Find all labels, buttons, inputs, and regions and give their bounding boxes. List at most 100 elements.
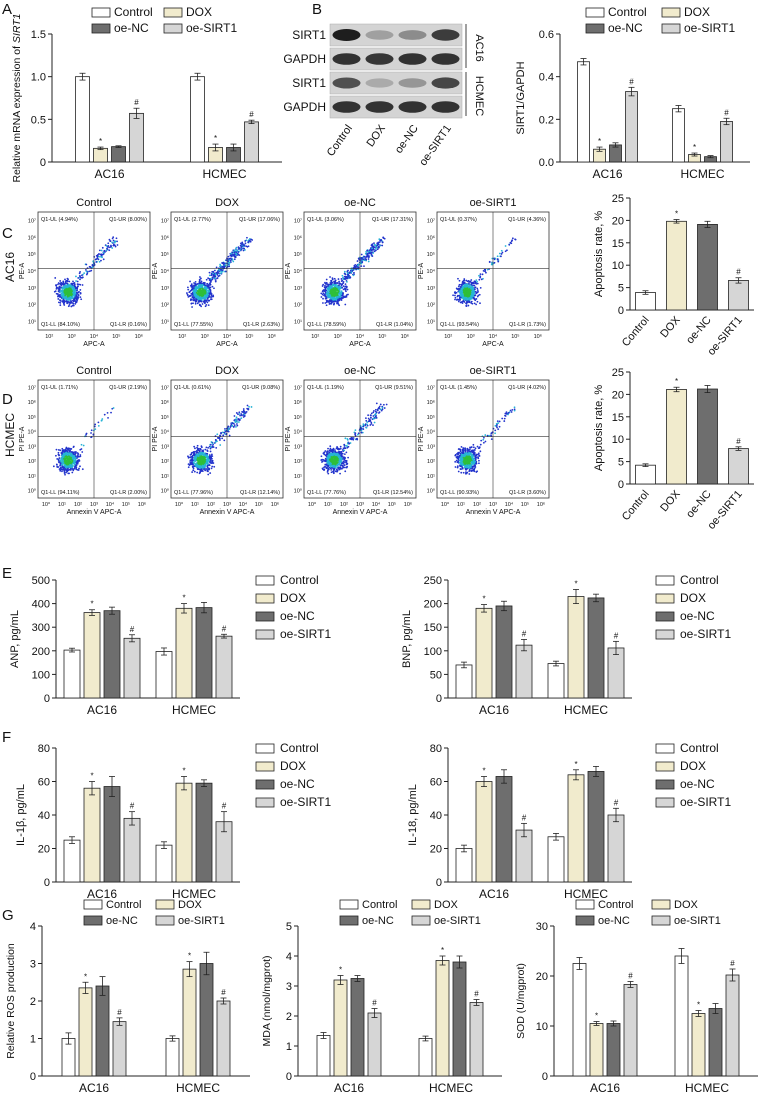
y-axis-label: Relative mRNA expression of SIRT1	[11, 13, 23, 182]
flow-y-tick: 10⁰	[28, 488, 37, 495]
flow-event	[214, 273, 217, 275]
flow-event	[456, 298, 459, 301]
flow-event	[206, 289, 208, 292]
legend-label: DOX	[186, 5, 212, 19]
flow-event	[467, 289, 470, 292]
flow-event	[232, 426, 235, 428]
flow-event	[88, 270, 91, 273]
flow-event	[66, 279, 69, 282]
flow-event	[193, 458, 196, 461]
legend-label: DOX	[684, 5, 710, 19]
flow-event	[341, 462, 343, 465]
flow-event	[209, 443, 212, 446]
flow-event	[190, 463, 193, 466]
panel-letter-F: F	[2, 729, 11, 746]
flow-y-tick: 10⁶	[161, 234, 169, 241]
flow-event	[210, 274, 213, 277]
flow-event	[471, 302, 474, 305]
flow-y-tick: 10³	[294, 286, 302, 292]
flow-event	[79, 465, 81, 468]
flow-event	[203, 454, 206, 457]
flow-event	[333, 461, 336, 464]
flow-event	[221, 270, 224, 273]
flow-x-tick: 10³	[223, 502, 231, 508]
flow-event	[57, 288, 60, 290]
flow-y-tick: 10³	[427, 286, 435, 292]
flow-event	[497, 260, 500, 263]
flow-event	[209, 288, 212, 291]
flow-event	[474, 294, 477, 297]
flow-event	[333, 453, 336, 456]
flow-event	[77, 296, 80, 298]
flow-event	[186, 292, 188, 294]
flow-event	[81, 284, 84, 286]
flow-x-tick: 10⁴	[90, 333, 99, 340]
flow-event	[207, 296, 210, 299]
flow-event	[69, 284, 72, 286]
flow-event	[207, 473, 210, 476]
flow-event	[236, 421, 239, 423]
flow-event	[111, 241, 114, 244]
legend-label: Control	[608, 5, 647, 19]
flow-event	[367, 258, 370, 260]
flow-event	[338, 295, 341, 298]
flow-event	[210, 453, 213, 456]
flow-event	[100, 419, 103, 422]
flow-event	[223, 262, 226, 265]
flow-event	[116, 244, 119, 246]
flow-y-tick: 10³	[161, 286, 169, 292]
bar-oe-SIRT1	[129, 112, 144, 163]
flow-event	[360, 253, 363, 256]
flow-event	[209, 450, 212, 453]
flow-event	[376, 409, 379, 412]
flow-event	[71, 304, 74, 307]
flow-event	[220, 272, 223, 274]
flow-event	[55, 463, 58, 466]
flow-event	[332, 447, 335, 450]
flow-event	[76, 468, 79, 471]
flow-event	[65, 300, 68, 303]
flow-event	[360, 265, 363, 267]
flow-event	[326, 461, 329, 464]
flow-event	[90, 429, 93, 432]
flow-event	[466, 285, 468, 288]
flow-event	[77, 291, 80, 294]
flow-event	[335, 282, 337, 284]
flow-event	[337, 464, 339, 466]
flow-event	[221, 266, 224, 268]
flow-y-label: PI PE-A	[152, 426, 159, 451]
flow-event	[357, 257, 360, 260]
blot-band	[365, 53, 394, 65]
flow-event	[199, 469, 202, 472]
flow-event	[341, 465, 344, 468]
flow-x-tick: 10⁵	[245, 333, 253, 340]
quadrant-ur: Q1-UR (17.31%)	[372, 217, 413, 223]
flow-event	[333, 455, 336, 458]
flow-event	[345, 295, 348, 297]
flow-event	[77, 277, 80, 279]
flow-event	[61, 287, 64, 290]
flow-event	[320, 296, 323, 298]
flow-event	[203, 461, 206, 464]
flow-event	[95, 258, 98, 261]
flow-event	[195, 290, 198, 292]
flow-event	[237, 418, 240, 421]
flow-event	[366, 254, 369, 257]
quadrant-ll: Q1-LL (78.59%)	[307, 322, 346, 328]
flow-event	[331, 278, 334, 281]
flow-event	[325, 466, 328, 469]
legend-swatch-Control	[585, 7, 605, 18]
flow-event	[468, 292, 471, 294]
flow-event	[375, 417, 378, 419]
flow-event	[333, 277, 336, 280]
flow-event	[233, 424, 236, 427]
flow-event	[81, 274, 83, 277]
flow-event	[72, 291, 74, 294]
flow-event	[342, 288, 345, 291]
flow-event	[216, 433, 219, 436]
flow-event	[66, 277, 69, 280]
flow-event	[373, 243, 376, 246]
blot-band	[431, 77, 460, 89]
legend-label: oe-SIRT1	[684, 21, 735, 35]
